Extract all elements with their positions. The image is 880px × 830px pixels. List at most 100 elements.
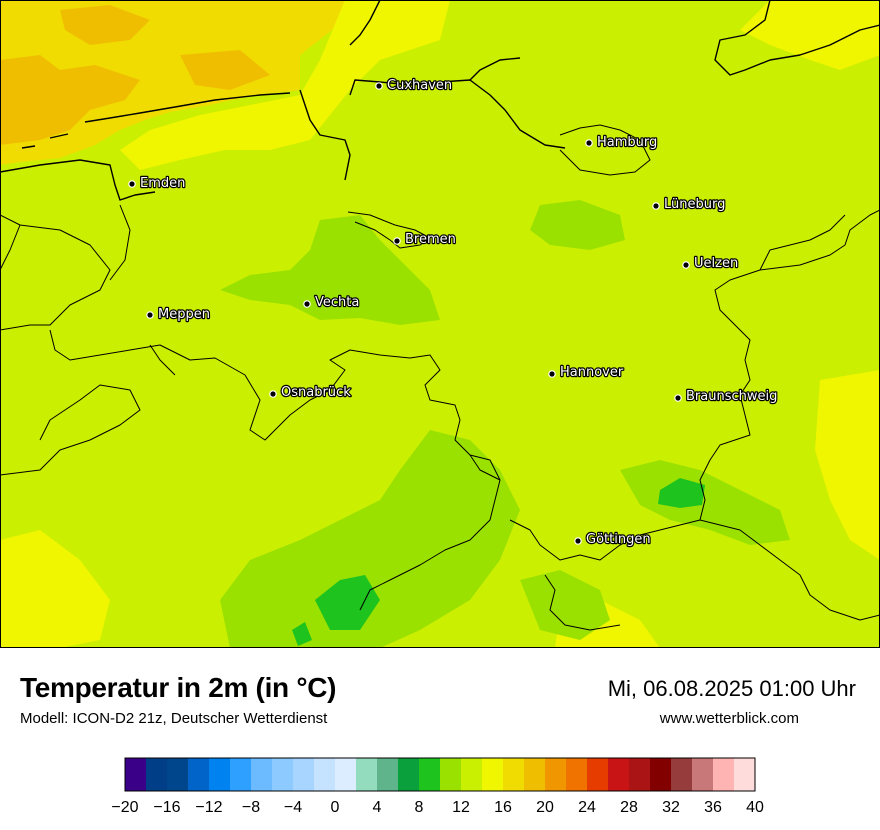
legend-swatch — [587, 758, 609, 791]
legend-swatch — [230, 758, 252, 791]
cool-area-harz — [620, 460, 790, 545]
legend-swatch — [440, 758, 462, 791]
legend-swatch — [335, 758, 357, 791]
legend-tick-label: −8 — [242, 799, 260, 816]
page-title: Temperatur in 2m (in °C) — [20, 672, 337, 703]
coldest-patch-south — [315, 575, 380, 630]
city-label: Emden — [140, 176, 185, 191]
legend-swatch — [125, 758, 147, 791]
city-dot — [375, 82, 383, 90]
city-dot — [548, 370, 556, 378]
north-sea-warm-patch-2 — [60, 5, 150, 45]
coldest-patch-harz — [658, 478, 705, 508]
city-vechta[interactable]: Vechta — [303, 294, 361, 311]
legend-swatch — [566, 758, 588, 791]
city-label: Lüneburg — [664, 197, 725, 212]
city-osnabrueck[interactable]: Osnabrück — [269, 384, 352, 401]
cool-area-vechta — [220, 215, 440, 325]
city-meppen[interactable]: Meppen — [146, 306, 211, 323]
legend-swatches — [124, 757, 756, 792]
city-dot — [146, 311, 154, 319]
city-cuxhaven[interactable]: Cuxhaven — [375, 77, 453, 94]
legend-swatch — [251, 758, 273, 791]
temperature-map: Cuxhaven Hamburg Emden Lüneburg Bremen U… — [0, 0, 880, 648]
legend-swatch — [503, 758, 525, 791]
city-label: Vechta — [315, 295, 359, 310]
legend-tick-label: 0 — [331, 799, 340, 816]
legend-tick-label: 32 — [662, 799, 680, 816]
city-lueneburg[interactable]: Lüneburg — [652, 196, 727, 213]
temperature-color-legend: −20 −16 −12 −8 −4 0 4 8 12 16 20 24 28 32 36 40 — [111, 757, 764, 816]
city-label: Cuxhaven — [387, 78, 452, 93]
legend-swatch — [608, 758, 630, 791]
city-label: Göttingen — [586, 532, 651, 547]
legend-swatch — [377, 758, 399, 791]
legend-tick-label: −4 — [284, 799, 302, 816]
legend-tick-label: −20 — [111, 799, 138, 816]
city-markers: Cuxhaven Hamburg Emden Lüneburg Bremen U… — [128, 77, 779, 548]
city-label: Braunschweig — [686, 389, 777, 404]
city-dot — [652, 202, 660, 210]
legend-tick-label: 40 — [746, 799, 764, 816]
legend-swatch — [461, 758, 483, 791]
model-info: Modell: ICON-D2 21z, Deutscher Wetterdie… — [20, 710, 328, 727]
legend-swatch — [146, 758, 168, 791]
legend-tick-label: 28 — [620, 799, 638, 816]
city-dot — [674, 394, 682, 402]
legend-tick-label: 36 — [704, 799, 722, 816]
city-hannover[interactable]: Hannover — [548, 364, 625, 381]
east-warm-area — [815, 370, 880, 560]
legend-swatch — [713, 758, 735, 791]
city-dot — [303, 300, 311, 308]
legend-tick-label: 20 — [536, 799, 554, 816]
legend-swatch — [398, 758, 420, 791]
city-label: Hamburg — [597, 135, 657, 150]
north-sea-warm-patch-3 — [180, 50, 270, 90]
city-label: Meppen — [158, 307, 210, 322]
legend-swatch — [545, 758, 567, 791]
city-dot — [585, 139, 593, 147]
legend-tick-label: −12 — [195, 799, 222, 816]
legend-tick-label: 16 — [494, 799, 512, 816]
forecast-datetime: Mi, 06.08.2025 01:00 Uhr — [607, 676, 856, 701]
city-dot — [269, 390, 277, 398]
city-dot — [393, 237, 401, 245]
city-dot — [682, 261, 690, 269]
legend-tick-label: 4 — [373, 799, 382, 816]
legend-swatch — [293, 758, 315, 791]
legend-swatch — [314, 758, 336, 791]
legend-swatch — [356, 758, 378, 791]
northeast-warm-area — [740, 0, 880, 70]
city-label: Bremen — [405, 232, 456, 247]
website-link[interactable]: www.wetterblick.com — [659, 710, 799, 727]
city-emden[interactable]: Emden — [128, 175, 187, 192]
legend-swatch — [629, 758, 651, 791]
north-sea-warmest-patch — [0, 55, 140, 145]
coastlines — [0, 0, 880, 201]
legend-tick-labels: −20 −16 −12 −8 −4 0 4 8 12 16 20 24 28 32 36 40 — [111, 799, 764, 816]
legend-swatch — [419, 758, 441, 791]
cool-area-solling — [520, 570, 610, 640]
city-hamburg[interactable]: Hamburg — [585, 134, 658, 151]
city-uelzen[interactable]: Uelzen — [682, 255, 739, 272]
elbe-warm-area — [120, 0, 450, 170]
legend-swatch — [167, 758, 189, 791]
legend-tick-label: 24 — [578, 799, 596, 816]
legend-swatch — [692, 758, 714, 791]
state-borders — [0, 124, 880, 631]
legend-swatch — [209, 758, 231, 791]
legend-swatch — [272, 758, 294, 791]
southwest-warm-area — [0, 530, 110, 648]
coldest-patch-small — [292, 622, 312, 646]
legend-swatch — [734, 758, 756, 791]
legend-tick-label: 8 — [415, 799, 424, 816]
legend-swatch — [650, 758, 672, 791]
city-label: Hannover — [560, 365, 624, 380]
city-braunschweig[interactable]: Braunschweig — [674, 388, 779, 405]
legend-swatch — [188, 758, 210, 791]
legend-swatch — [671, 758, 693, 791]
city-goettingen[interactable]: Göttingen — [574, 531, 652, 548]
city-dot — [128, 180, 136, 188]
city-bremen[interactable]: Bremen — [393, 231, 457, 248]
cool-area-south — [220, 430, 520, 648]
